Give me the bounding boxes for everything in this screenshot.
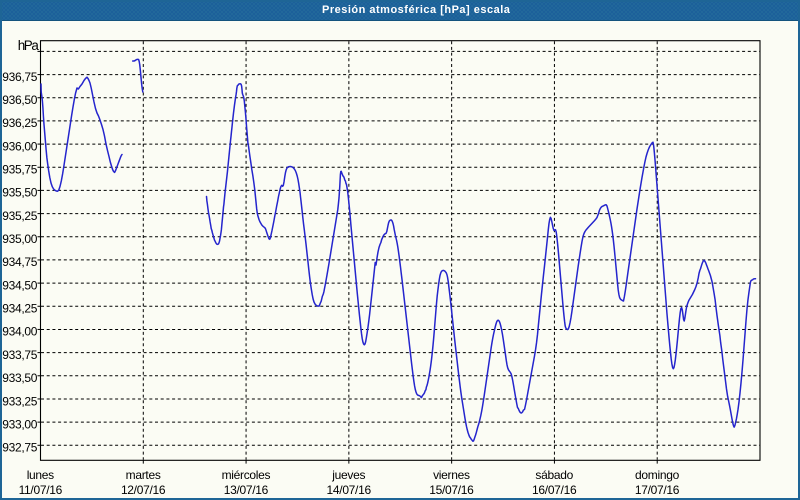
svg-text:934,00: 934,00 [2, 325, 38, 339]
svg-text:jueves: jueves [331, 468, 365, 482]
svg-text:17/07/16: 17/07/16 [635, 483, 680, 497]
svg-text:933,00: 933,00 [2, 417, 38, 431]
svg-text:934,75: 934,75 [2, 255, 38, 269]
svg-text:15/07/16: 15/07/16 [429, 483, 474, 497]
svg-text:martes: martes [126, 468, 161, 482]
svg-text:936,00: 936,00 [2, 139, 38, 153]
svg-text:16/07/16: 16/07/16 [532, 483, 577, 497]
svg-text:935,75: 935,75 [2, 163, 38, 177]
svg-text:933,25: 933,25 [2, 394, 38, 408]
svg-text:sábado: sábado [535, 468, 573, 482]
svg-text:11/07/16: 11/07/16 [19, 483, 63, 497]
svg-text:934,25: 934,25 [2, 302, 38, 316]
svg-text:12/07/16: 12/07/16 [121, 483, 166, 497]
svg-text:14/07/16: 14/07/16 [327, 483, 372, 497]
svg-text:936,50: 936,50 [2, 93, 38, 107]
svg-text:13/07/16: 13/07/16 [224, 483, 269, 497]
svg-text:935,25: 935,25 [2, 209, 38, 223]
svg-text:936,25: 936,25 [2, 116, 38, 130]
svg-text:936,75: 936,75 [2, 70, 38, 84]
svg-text:935,50: 935,50 [2, 186, 38, 200]
svg-text:domingo: domingo [635, 468, 680, 482]
svg-text:935,00: 935,00 [2, 232, 38, 246]
svg-text:lunes: lunes [27, 468, 54, 482]
svg-text:934,50: 934,50 [2, 278, 38, 292]
svg-text:viernes: viernes [433, 468, 470, 482]
svg-text:933,50: 933,50 [2, 371, 38, 385]
svg-text:miércoles: miércoles [222, 468, 271, 482]
svg-text:933,75: 933,75 [2, 348, 38, 362]
svg-text:hPa: hPa [18, 38, 40, 53]
svg-text:932,75: 932,75 [2, 441, 38, 455]
